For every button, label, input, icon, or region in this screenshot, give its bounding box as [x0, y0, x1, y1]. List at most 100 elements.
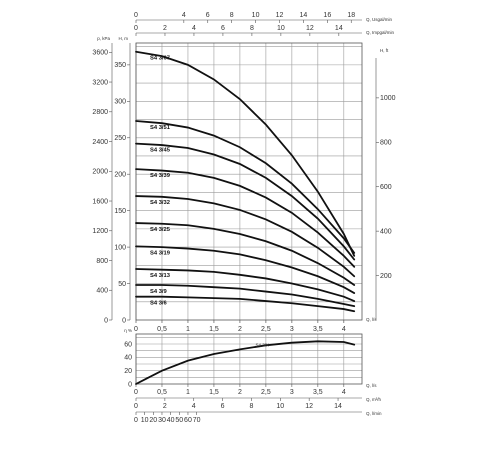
x-tick-label: 0 — [134, 403, 138, 410]
x-tick-label: 20 — [149, 417, 157, 424]
y-tick-label: 400 — [96, 288, 108, 295]
x-tick-label: 4 — [342, 389, 346, 396]
y-tick-label: 2800 — [92, 109, 108, 116]
x-tick-label: 2,5 — [261, 326, 271, 333]
top-tick-label: 10 — [277, 25, 285, 32]
plot-frame — [135, 333, 363, 385]
efficiency-curve-label: S4 3/X — [255, 343, 269, 348]
x-tick-label: 3,5 — [313, 326, 323, 333]
y-tick-label: 0 — [122, 317, 126, 324]
x-tick-label: 1,5 — [209, 389, 219, 396]
y-tick-label: 100 — [114, 244, 126, 251]
head-curve — [135, 120, 356, 254]
x-axis-label: Q, l/min — [366, 411, 382, 416]
top-tick-label: 4 — [182, 12, 186, 19]
head-curve — [135, 142, 356, 261]
curve-label: S4 3/45 — [150, 148, 171, 154]
y-tick-label: 150 — [114, 208, 126, 215]
x-tick-label: 0,5 — [157, 326, 167, 333]
top-tick-label: 6 — [221, 25, 225, 32]
y-tick-label: 800 — [96, 258, 108, 265]
x-tick-label: 0 — [134, 389, 138, 396]
curve-label: S4 3/51 — [150, 125, 171, 131]
head-curve — [135, 268, 356, 302]
top-tick-label: 4 — [192, 25, 196, 32]
x-tick-label: 4 — [342, 326, 346, 333]
plot-frame — [135, 42, 363, 321]
top-tick-label: 0 — [134, 12, 138, 19]
y-tick-label: 300 — [114, 99, 126, 106]
x-axis-label: Q, l/s — [366, 317, 377, 322]
head-curve — [135, 295, 356, 313]
y-tick-label: 1600 — [92, 198, 108, 205]
curve-label: S4 3/25 — [150, 227, 171, 233]
head-curve — [135, 195, 356, 278]
x-tick-label: 0,5 — [157, 389, 167, 396]
head-curve — [135, 284, 356, 308]
top-tick-label: 12 — [306, 25, 314, 32]
curve-label: S4 3/67 — [150, 56, 170, 62]
top-tick-label: 10 — [252, 12, 260, 19]
efficiency-curve — [135, 340, 356, 385]
x-tick-label: 8 — [250, 403, 254, 410]
x-tick-label: 0 — [134, 326, 138, 333]
curve-label: S4 3/19 — [150, 250, 171, 256]
top-tick-label: 6 — [206, 12, 210, 19]
x-tick-label: 2,5 — [261, 389, 271, 396]
x-tick-label: 10 — [141, 417, 149, 424]
y-tick-label: 0 — [104, 317, 108, 324]
x-tick-label: 70 — [193, 417, 201, 424]
x-axis-label: Q, l/s — [366, 383, 377, 388]
top-tick-label: 12 — [276, 12, 284, 19]
curve-label: S4 3/39 — [150, 173, 171, 179]
y-tick-label: 0 — [128, 381, 132, 388]
x-tick-label: 60 — [184, 417, 192, 424]
top-tick-label: 2 — [163, 25, 167, 32]
y-tick-label: 800 — [380, 140, 392, 147]
x-tick-label: 3 — [290, 389, 294, 396]
top-tick-label: 8 — [230, 12, 234, 19]
x-tick-label: 1 — [186, 326, 190, 333]
y-tick-label: 60 — [124, 341, 132, 348]
x-tick-label: 6 — [221, 403, 225, 410]
y-axis-label: H, ft — [380, 48, 389, 53]
y-tick-label: 50 — [118, 281, 126, 288]
y-tick-label: 200 — [380, 273, 392, 280]
x-tick-label: 1,5 — [209, 326, 219, 333]
top-axis-label: Q, Impgal/min — [366, 30, 395, 35]
curve-label: S4 3/6 — [150, 301, 168, 307]
x-tick-label: 12 — [305, 403, 313, 410]
x-tick-label: 3 — [290, 326, 294, 333]
head-curve — [135, 50, 356, 257]
y-tick-label: 2400 — [92, 139, 108, 146]
x-tick-label: 2 — [163, 403, 167, 410]
x-tick-label: 0 — [134, 417, 138, 424]
y-tick-label: 3600 — [92, 50, 108, 57]
y-tick-label: 350 — [114, 62, 126, 69]
x-tick-label: 4 — [192, 403, 196, 410]
curve-label: S4 3/13 — [150, 273, 171, 279]
y-tick-label: 400 — [380, 228, 392, 235]
top-axis-label: Q, Usgal/min — [366, 17, 393, 22]
head-curve — [135, 245, 356, 294]
x-tick-label: 10 — [276, 403, 284, 410]
x-axis-label: Q, m³/h — [366, 397, 381, 402]
y-tick-label: 40 — [124, 355, 132, 362]
x-tick-label: 2 — [238, 326, 242, 333]
y-tick-label: 600 — [380, 184, 392, 191]
head-curves-chart: 0 0,5 1 1,5 2 2,5 3 3,5 4Q, l/s0 4 6 8 10 12 14 16 18Q, … — [92, 12, 395, 333]
top-tick-label: 0 — [134, 25, 138, 32]
head-curve — [135, 222, 356, 286]
y-tick-label: 2000 — [92, 169, 108, 176]
top-tick-label: 16 — [323, 12, 331, 19]
x-tick-label: 3,5 — [313, 389, 323, 396]
y-axis-label: η % — [124, 328, 132, 333]
y-tick-label: 200 — [114, 172, 126, 179]
y-tick-label: 3200 — [92, 79, 108, 86]
x-tick-label: 1 — [186, 389, 190, 396]
x-tick-label: 14 — [334, 403, 342, 410]
x-tick-label: 40 — [167, 417, 175, 424]
top-tick-label: 14 — [335, 25, 343, 32]
